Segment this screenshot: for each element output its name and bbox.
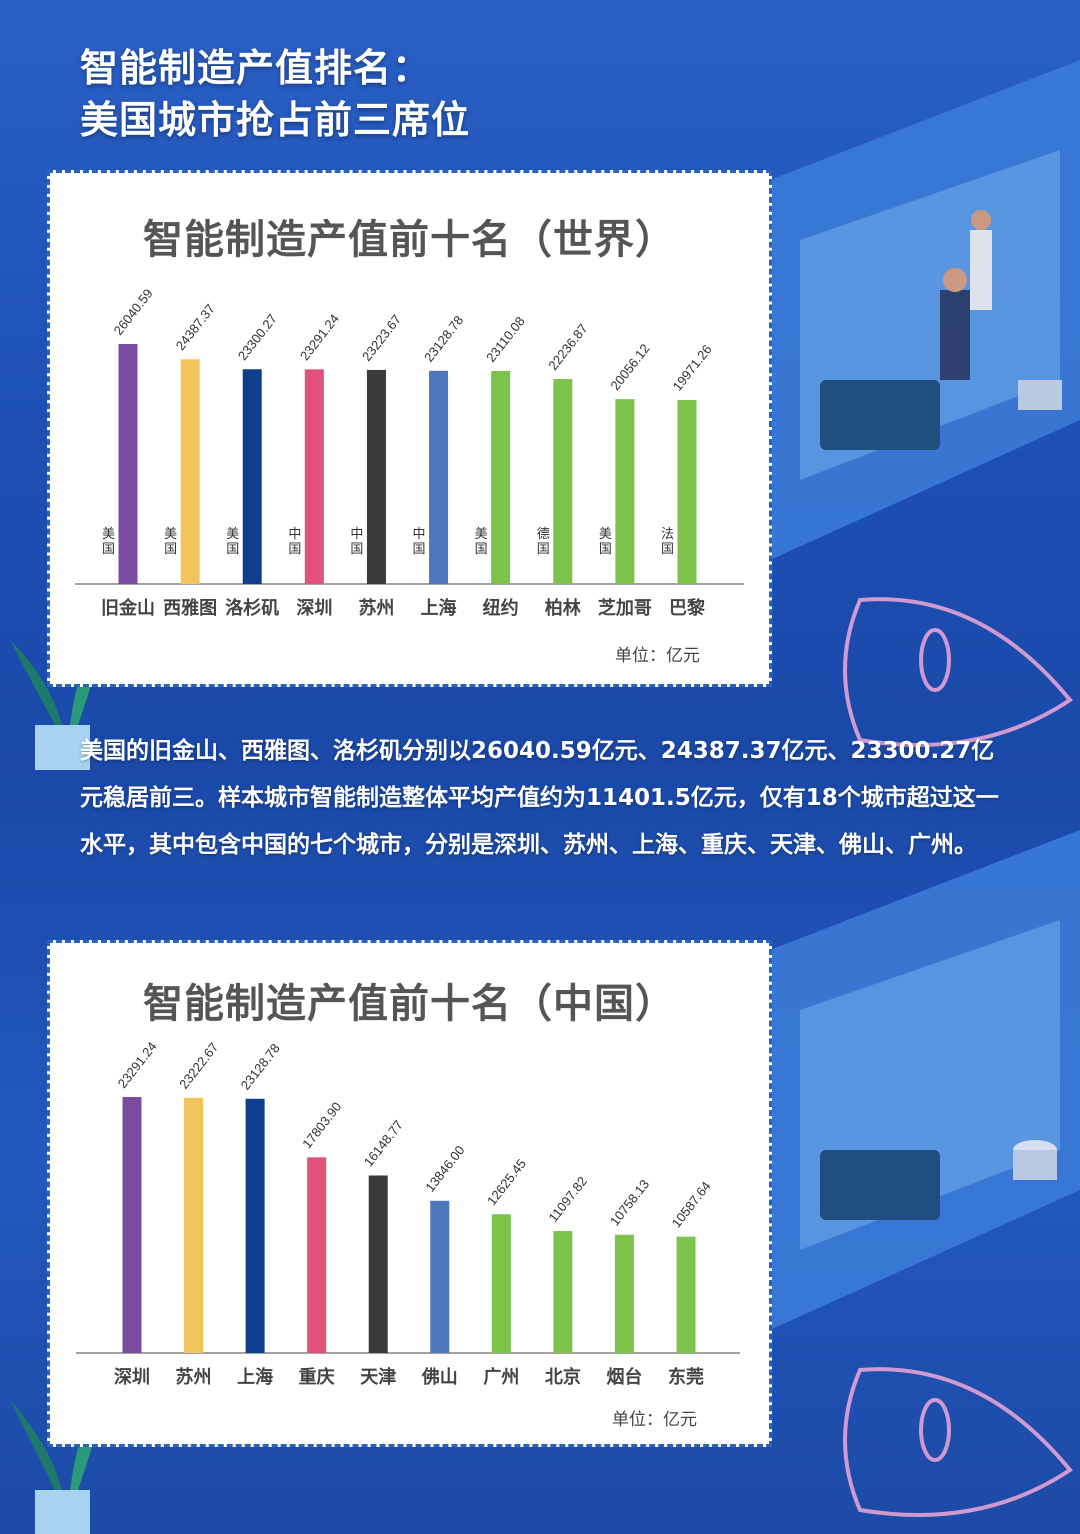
data-label: 23291.24 [115,1039,160,1091]
rocket-outline-top [843,597,1073,747]
country-label: 中 [413,527,426,542]
category-tick-label: 巴黎 [669,597,705,619]
country-label: 美 [599,527,612,542]
country-label: 国 [226,542,239,557]
category-tick-label: 西雅图 [163,597,217,619]
data-label: 26040.59 [111,286,156,338]
bar [242,369,262,584]
country-label: 国 [661,542,674,557]
headline-line-2: 美国城市抢占前三席位 [80,98,471,142]
country-label: 国 [288,542,301,557]
data-label: 10758.13 [607,1177,652,1229]
page-headline: 智能制造产值排名： 美国城市抢占前三席位 [80,42,470,146]
bar [614,1234,634,1353]
data-label: 11097.82 [545,1174,590,1225]
country-label: 国 [537,542,550,557]
bar [304,369,324,584]
bar [368,1175,388,1353]
bar-chart-world: 26040.59旧金山美国24387.37西雅图美国23300.27洛杉矶美国2… [75,286,744,619]
country-label: 国 [350,542,363,557]
data-label: 19971.26 [670,342,715,394]
bar [677,399,697,584]
category-tick-label: 洛杉矶 [225,597,279,619]
rocket-outline-bottom [843,1367,1073,1517]
category-tick-label: 苏州 [176,1366,212,1388]
data-label: 17803.90 [299,1099,344,1151]
country-label: 国 [413,542,426,557]
category-tick-label: 天津 [360,1366,396,1388]
bar-chart-china: 23291.24 深圳 23222.67 苏州 23128.78 上海 17803.90 重庆… [76,1039,740,1388]
country-label: 国 [599,542,612,557]
bar [615,399,635,584]
factory-illustration-top [770,60,1080,560]
category-tick-label: 旧金山 [101,597,155,619]
country-label: 德 [537,527,550,542]
data-label: 23222.67 [176,1040,221,1092]
country-label: 美 [102,527,115,542]
chart-card-china: 智能制造产值前十名（中国） 23291.24 深圳 23222.67 苏州 23128.… [47,940,772,1447]
data-label: 13846.00 [422,1143,467,1195]
factory-illustration-bottom [770,830,1080,1330]
category-tick-label: 重庆 [299,1366,335,1388]
category-tick-label: 佛山 [421,1366,458,1388]
bar [491,371,511,584]
country-label: 美 [226,527,239,542]
category-tick-label: 芝加哥 [598,597,652,619]
bar [491,1214,511,1353]
data-label: 23110.08 [483,314,528,365]
country-label: 法 [661,527,674,542]
chart-card-world: 智能制造产值前十名（世界） 26040.59 旧金山美国 24387.37 西雅图美国… [47,170,772,687]
country-label: 国 [164,542,177,557]
unit-label-china: 单位：亿元 [612,1410,697,1430]
data-label: 23128.78 [238,1041,283,1093]
chart-title-world: 智能制造产值前十名（世界） [143,217,676,263]
data-label: 12625.45 [484,1156,529,1208]
category-tick-label: 深圳 [296,597,332,619]
data-label: 22236.87 [545,321,590,373]
unit-label-world: 单位：亿元 [615,646,700,666]
bar [245,1098,265,1353]
category-tick-label: 东莞 [668,1366,704,1388]
category-tick-label: 纽约 [483,597,519,619]
data-label: 24387.37 [173,301,218,353]
category-tick-label: 北京 [545,1366,581,1388]
bar [118,344,138,584]
headline-line-1: 智能制造产值排名： [80,46,432,90]
category-tick-label: 深圳 [114,1366,150,1388]
bar [122,1097,142,1353]
bar [430,1200,450,1353]
data-label: 10587.64 [669,1179,714,1231]
category-tick-label: 烟台 [606,1366,642,1388]
bar [553,379,573,584]
country-label: 美 [164,527,177,542]
data-label: 23223.67 [359,312,404,364]
category-tick-label: 上海 [237,1366,273,1388]
data-label: 16148.77 [361,1117,406,1169]
country-label: 中 [288,527,301,542]
country-label: 中 [350,527,363,542]
bar [307,1157,327,1353]
data-label: 23300.27 [235,311,280,363]
category-tick-label: 上海 [421,597,457,619]
bar [184,1097,204,1353]
chart-title-china: 智能制造产值前十名（中国） [143,981,676,1027]
category-tick-label: 柏林 [545,597,581,619]
bar [676,1236,696,1353]
bar [366,369,386,584]
summary-paragraph: 美国的旧金山、西雅图、洛杉矶分别以26040.59亿元、24387.37亿元、2… [80,738,999,858]
bar [180,359,200,584]
plant-bottom [10,1400,105,1534]
bar [553,1231,573,1353]
country-label: 国 [475,542,488,557]
category-tick-label: 苏州 [358,597,394,619]
data-label: 20056.12 [607,341,652,393]
category-tick-label: 广州 [483,1366,519,1388]
bar [429,370,449,584]
country-label: 美 [475,527,488,542]
data-label: 23291.24 [297,311,342,363]
country-label: 国 [102,542,115,557]
data-label: 23128.78 [421,313,466,365]
